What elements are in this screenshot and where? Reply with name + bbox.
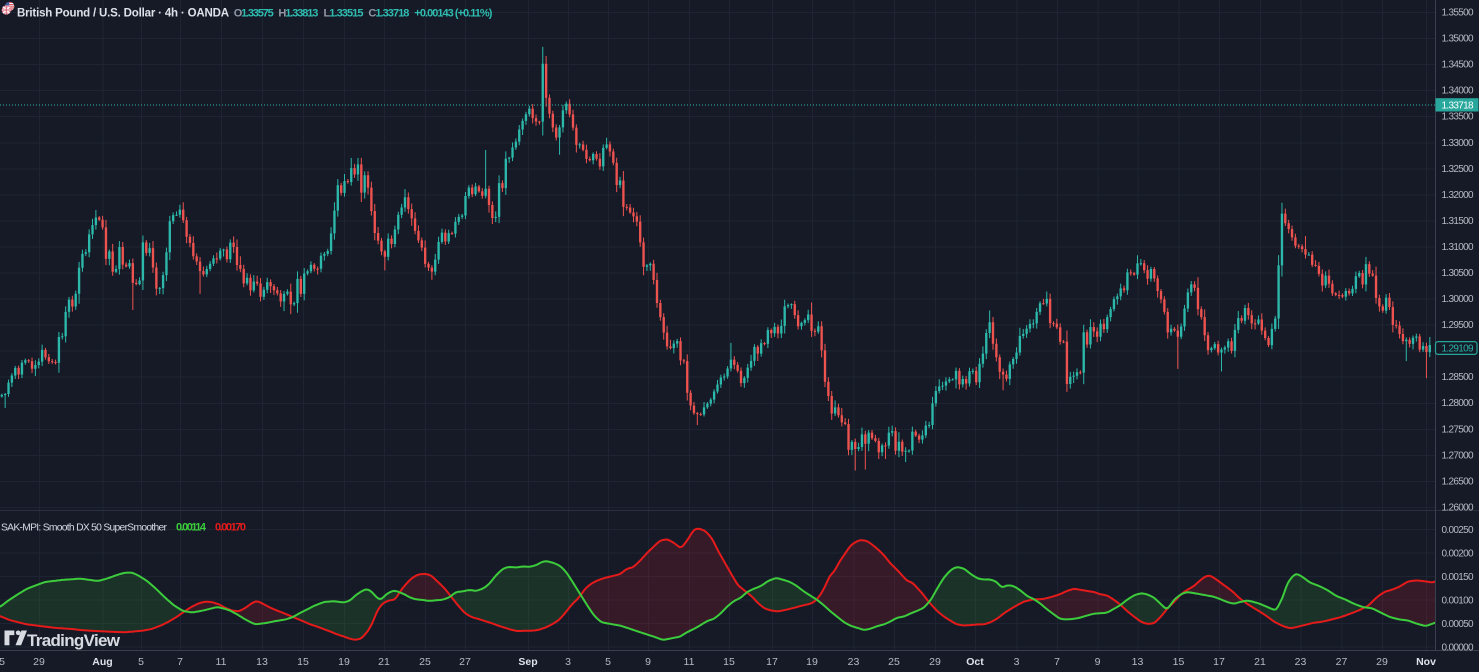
svg-text:+0.00143 (+0.11%): +0.00143 (+0.11%) (414, 8, 492, 20)
svg-text:1.27500: 1.27500 (1442, 424, 1474, 435)
svg-text:1.29500: 1.29500 (1442, 320, 1474, 331)
svg-text:SAK-MPI: Smooth DX 50 SuperSmo: SAK-MPI: Smooth DX 50 SuperSmoother (1, 523, 168, 534)
svg-text:O1.33575: O1.33575 (234, 8, 274, 20)
svg-text:7: 7 (177, 656, 183, 668)
svg-text:1.28000: 1.28000 (1442, 398, 1474, 409)
svg-text:0.00100: 0.00100 (1442, 596, 1474, 607)
svg-text:0.00250: 0.00250 (1442, 525, 1474, 536)
svg-text:1.26000: 1.26000 (1442, 502, 1474, 513)
svg-text:25: 25 (888, 656, 900, 668)
svg-text:1.33500: 1.33500 (1442, 112, 1474, 123)
svg-text:L1.33515: L1.33515 (324, 8, 364, 20)
svg-text:Aug: Aug (92, 656, 112, 668)
svg-text:17: 17 (766, 656, 778, 668)
svg-text:1.34000: 1.34000 (1442, 86, 1474, 97)
svg-text:13: 13 (1132, 656, 1144, 668)
svg-text:0.00200: 0.00200 (1442, 549, 1474, 560)
svg-text:1.27000: 1.27000 (1442, 450, 1474, 461)
svg-text:3: 3 (1014, 656, 1020, 668)
svg-text:19: 19 (806, 656, 818, 668)
svg-text:9: 9 (645, 656, 651, 668)
svg-text:11: 11 (684, 656, 695, 668)
svg-text:29: 29 (1376, 656, 1388, 668)
svg-text:1.33000: 1.33000 (1442, 138, 1474, 149)
svg-text:H1.33813: H1.33813 (278, 8, 318, 20)
svg-text:19: 19 (338, 656, 350, 668)
svg-text:23: 23 (1295, 656, 1307, 668)
svg-text:Oct: Oct (966, 656, 984, 668)
svg-text:1.31000: 1.31000 (1442, 242, 1474, 253)
svg-text:Sep: Sep (518, 656, 537, 668)
svg-text:1.33718: 1.33718 (1442, 100, 1474, 111)
svg-text:21: 21 (1254, 656, 1266, 668)
svg-text:1.29109: 1.29109 (1442, 344, 1474, 355)
svg-text:1.35000: 1.35000 (1442, 34, 1474, 45)
svg-text:British Pound / U.S. Dollar ·: British Pound / U.S. Dollar · 4h · OANDA (17, 8, 229, 20)
svg-text:7: 7 (1054, 656, 1060, 668)
svg-text:29: 29 (929, 656, 941, 668)
svg-text:9: 9 (1095, 656, 1101, 668)
svg-text:17: 17 (1213, 656, 1225, 668)
svg-text:C1.33718: C1.33718 (368, 8, 409, 20)
svg-text:11: 11 (216, 656, 227, 668)
svg-text:15: 15 (297, 656, 309, 668)
svg-text:3: 3 (565, 656, 571, 668)
svg-text:27: 27 (1336, 656, 1348, 668)
svg-text:0.00170: 0.00170 (215, 522, 246, 534)
svg-text:Nov: Nov (1416, 656, 1436, 668)
svg-text:0.00114: 0.00114 (176, 522, 207, 534)
svg-text:1.26500: 1.26500 (1442, 476, 1474, 487)
svg-text:21: 21 (378, 656, 390, 668)
svg-text:0.00050: 0.00050 (1442, 619, 1474, 630)
svg-text:5: 5 (0, 656, 5, 668)
svg-text:27: 27 (459, 656, 471, 668)
svg-text:1.35500: 1.35500 (1442, 8, 1474, 19)
svg-text:TradingView: TradingView (27, 631, 121, 650)
svg-text:5: 5 (605, 656, 611, 668)
svg-text:1.32500: 1.32500 (1442, 164, 1474, 175)
svg-text:0.00150: 0.00150 (1442, 572, 1474, 583)
svg-text:0.00000: 0.00000 (1442, 643, 1474, 654)
svg-text:15: 15 (1173, 656, 1185, 668)
svg-text:25: 25 (419, 656, 431, 668)
svg-text:1.34500: 1.34500 (1442, 60, 1474, 71)
svg-text:5: 5 (138, 656, 144, 668)
svg-text:1.28500: 1.28500 (1442, 372, 1474, 383)
svg-text:29: 29 (33, 656, 45, 668)
svg-text:13: 13 (256, 656, 268, 668)
svg-text:15: 15 (723, 656, 735, 668)
svg-text:1.30000: 1.30000 (1442, 294, 1474, 305)
svg-text:1.31500: 1.31500 (1442, 216, 1474, 227)
svg-text:1.30500: 1.30500 (1442, 268, 1474, 279)
svg-text:1.32000: 1.32000 (1442, 190, 1474, 201)
svg-text:23: 23 (848, 656, 860, 668)
